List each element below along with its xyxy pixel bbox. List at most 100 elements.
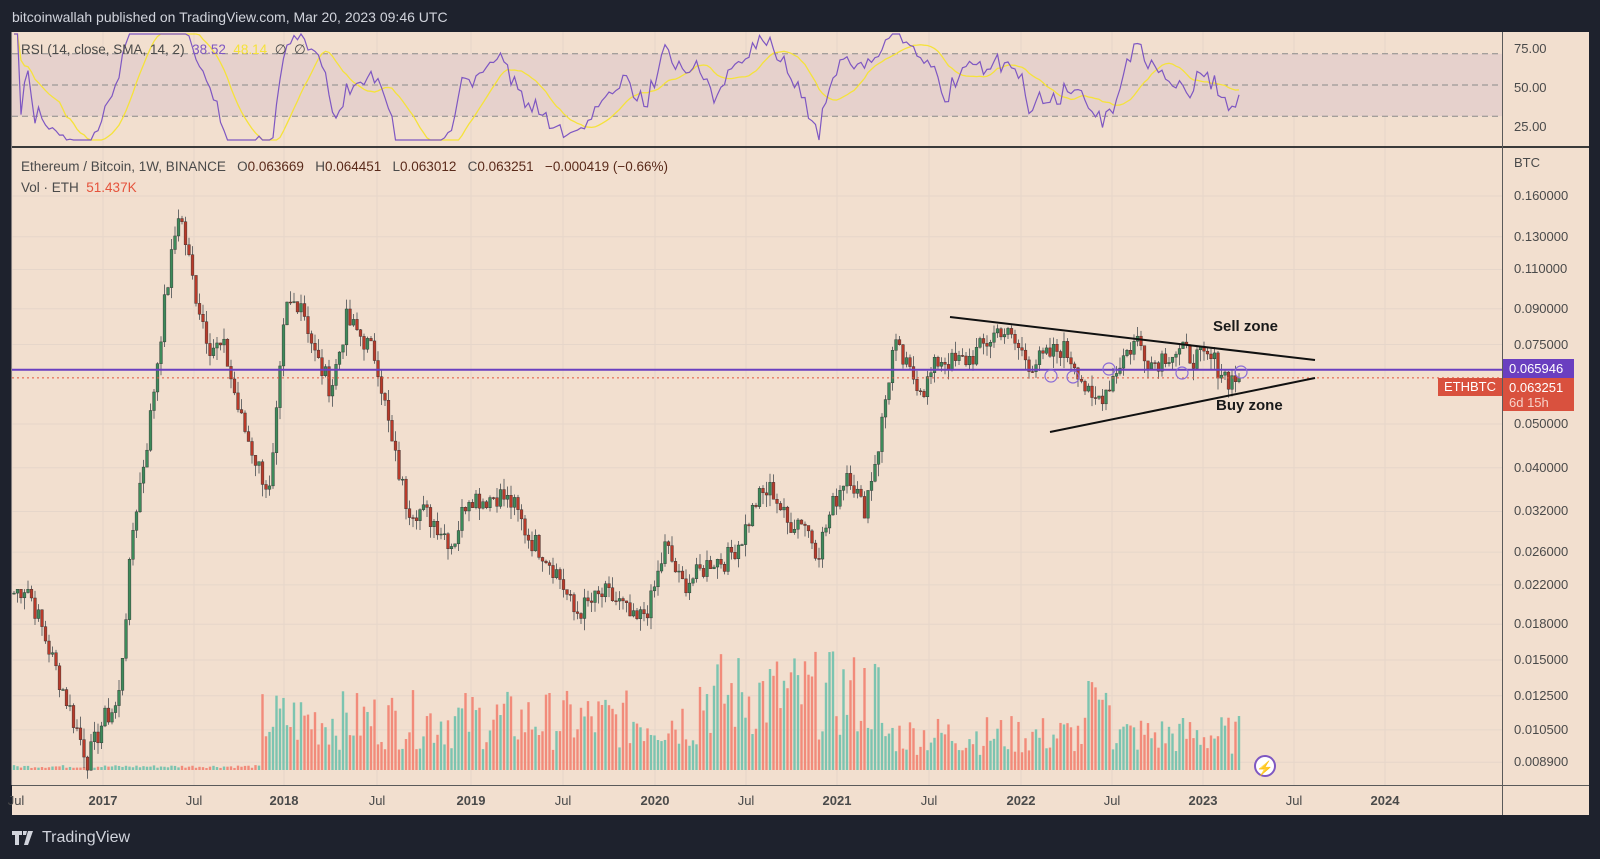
- volume-bar: [1122, 726, 1125, 770]
- volume-bar: [544, 694, 548, 770]
- volume-bar: [418, 748, 422, 770]
- candle: [442, 533, 447, 535]
- volume-bar: [772, 675, 775, 770]
- candle: [530, 540, 534, 552]
- price-tick: 0.012500: [1514, 687, 1569, 703]
- volume-bar: [1045, 748, 1048, 770]
- candle: [159, 341, 163, 364]
- volume-bar: [131, 767, 135, 770]
- volume-bar: [387, 705, 390, 770]
- volume-bar: [166, 767, 170, 770]
- volume-bar: [1111, 749, 1115, 770]
- volume-bar: [583, 716, 586, 770]
- candle: [929, 372, 933, 377]
- volume-bar: [1202, 737, 1206, 770]
- candle: [15, 589, 20, 594]
- time-tick: 2023: [1188, 793, 1218, 808]
- volume-bar: [502, 703, 506, 770]
- candle: [201, 314, 205, 322]
- candle: [537, 535, 541, 558]
- candle: [932, 357, 937, 373]
- candle: [467, 502, 471, 512]
- buy-zone-label[interactable]: Buy zone: [1216, 397, 1283, 414]
- volume-bar: [54, 766, 58, 770]
- tradingview-logo[interactable]: TradingView: [12, 829, 130, 847]
- volume-bar: [1097, 699, 1101, 770]
- volume-bar: [177, 767, 180, 770]
- candle: [439, 533, 443, 536]
- candle: [145, 449, 149, 468]
- candle: [1226, 371, 1231, 390]
- candle: [1146, 360, 1150, 370]
- candle: [99, 725, 104, 744]
- candle: [316, 349, 321, 358]
- volume-bar: [656, 740, 660, 770]
- volume-bar: [513, 736, 516, 770]
- candle: [607, 583, 611, 588]
- volume-bar: [688, 745, 691, 770]
- candle: [645, 613, 650, 619]
- volume-legend[interactable]: Vol · ETH 51.437K: [21, 180, 137, 195]
- candle: [1163, 353, 1168, 364]
- candle: [498, 489, 503, 507]
- candle: [1002, 334, 1007, 338]
- price-tick: 0.015000: [1514, 651, 1569, 667]
- volume-bar: [446, 720, 450, 770]
- candle: [463, 507, 468, 512]
- candle: [1125, 350, 1129, 356]
- candle: [1139, 335, 1143, 346]
- time-tick: Jul: [737, 793, 755, 808]
- volume-bar: [747, 696, 751, 770]
- candle: [1142, 345, 1147, 362]
- volume-bar: [684, 739, 688, 770]
- candle: [117, 690, 121, 706]
- candle: [502, 489, 506, 500]
- candle: [915, 379, 919, 391]
- candle: [782, 506, 786, 511]
- candle: [894, 339, 898, 351]
- candle: [404, 478, 408, 509]
- volume-bar: [793, 658, 796, 770]
- volume-bar: [40, 767, 44, 770]
- volume-bar: [856, 731, 859, 770]
- volume-bar: [1216, 736, 1220, 770]
- volume-bar: [1174, 751, 1178, 770]
- volume-bar: [331, 718, 334, 770]
- pane-divider[interactable]: [12, 146, 1589, 148]
- candle: [852, 485, 856, 494]
- volume-bar: [205, 767, 208, 770]
- candle: [295, 301, 300, 313]
- candle: [614, 600, 618, 603]
- symbol-title: Ethereum / Bitcoin, 1W, BINANCE: [21, 159, 226, 174]
- candle: [1062, 341, 1066, 358]
- volume-bar: [12, 765, 16, 770]
- candle: [785, 506, 790, 523]
- volume-bar: [1181, 718, 1185, 770]
- rsi-sma-line: [14, 33, 1240, 141]
- candle: [393, 440, 398, 451]
- candle: [887, 382, 891, 400]
- candle: [113, 705, 118, 713]
- volume-bar: [996, 728, 999, 770]
- candle: [988, 342, 993, 347]
- candle: [1223, 371, 1227, 376]
- candle: [1083, 381, 1087, 392]
- volume-bar: [289, 726, 292, 770]
- candle: [43, 626, 48, 642]
- candle: [649, 590, 653, 619]
- candle: [796, 519, 800, 530]
- volume-bar: [569, 704, 572, 770]
- sell-zone-label[interactable]: Sell zone: [1213, 318, 1279, 335]
- lightning-event-icon[interactable]: ⚡: [1254, 755, 1276, 777]
- candle: [89, 741, 93, 771]
- volume-bar: [751, 734, 754, 770]
- time-tick: Jul: [554, 793, 572, 808]
- time-tick: Jul: [920, 793, 938, 808]
- volume-bar: [1223, 725, 1227, 770]
- change-value: −0.000419 (−0.66%): [544, 159, 669, 174]
- volume-bar: [579, 707, 583, 770]
- rsi-legend[interactable]: RSI (14, close, SMA, 14, 2) 38.52 48.14 …: [21, 42, 306, 58]
- price-tick: 0.008900: [1514, 754, 1569, 770]
- symbol-legend[interactable]: Ethereum / Bitcoin, 1W, BINANCE O0.06366…: [21, 159, 668, 174]
